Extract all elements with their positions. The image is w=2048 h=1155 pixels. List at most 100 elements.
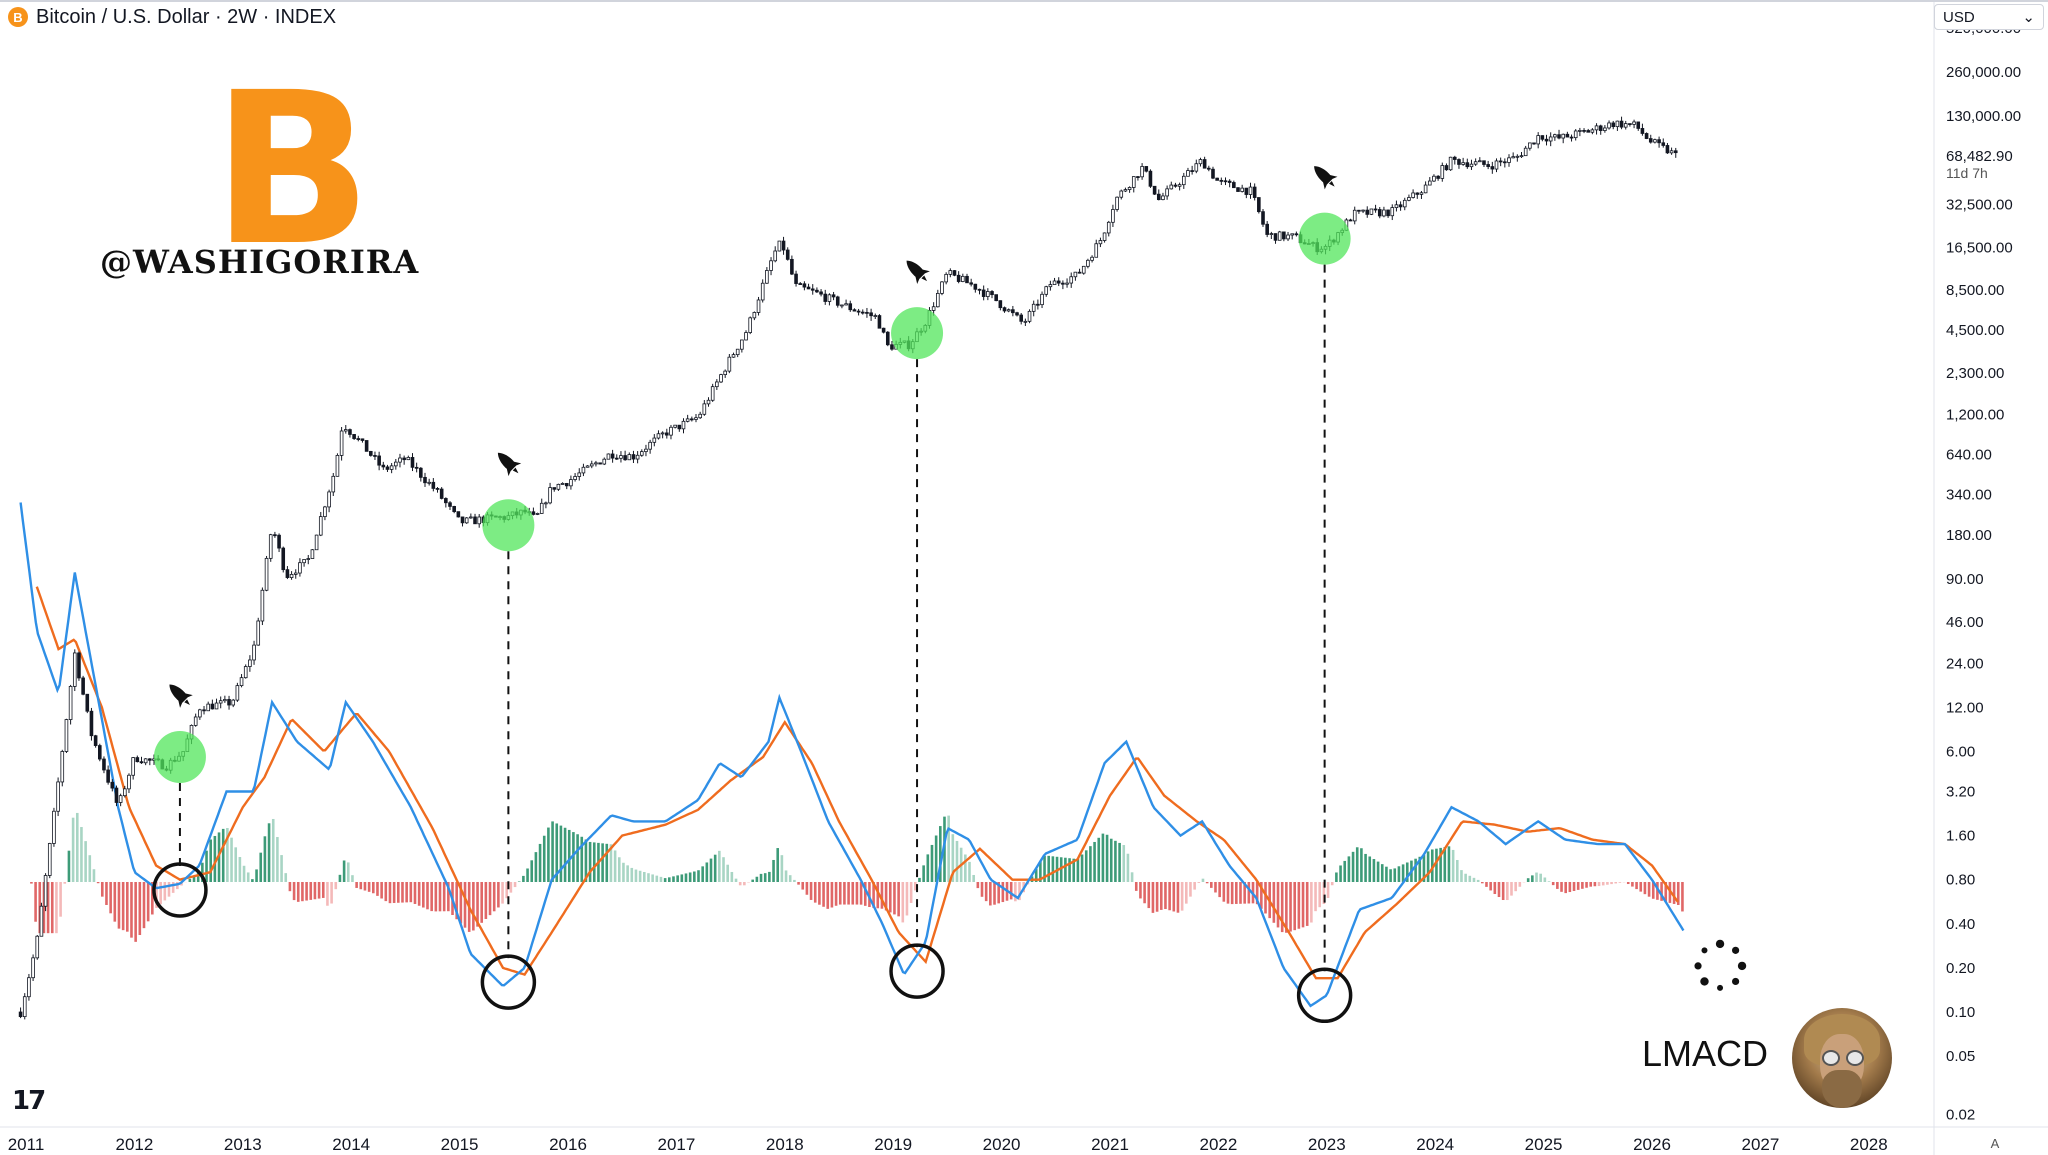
candle-body [1352, 209, 1357, 222]
histogram-bar [1593, 882, 1597, 887]
histogram-bar [651, 874, 654, 882]
candle-body [223, 699, 227, 702]
time-tick-label: 2020 [983, 1135, 1021, 1154]
histogram-bar [367, 882, 371, 892]
candle-body [1390, 207, 1395, 217]
time-tick-label: 2023 [1308, 1135, 1346, 1154]
candle-body [802, 283, 807, 288]
candle-body [631, 454, 636, 460]
candle-body [1169, 184, 1174, 190]
candle-body [264, 557, 269, 591]
price-tick-label: 640.00 [1946, 446, 1992, 463]
histogram-bar [1681, 882, 1684, 912]
histogram-bar [1376, 861, 1380, 882]
histogram-bar [63, 882, 67, 884]
histogram-bar [1618, 882, 1622, 883]
candle-body [289, 574, 294, 578]
candle-body [252, 644, 256, 661]
histogram-bar [1155, 882, 1159, 912]
candle-body [852, 309, 857, 312]
candle-body [1127, 187, 1132, 190]
histogram-bar [105, 882, 108, 905]
candle-body [1269, 233, 1274, 235]
candle-body [343, 429, 348, 432]
histogram-bar [1064, 857, 1067, 882]
candle-body [293, 572, 298, 575]
time-tick-label: 2025 [1525, 1135, 1563, 1154]
time-tick-label: 2011 [8, 1135, 45, 1154]
candle-body [1469, 163, 1474, 168]
histogram-bar [826, 882, 830, 909]
candle-body [335, 455, 340, 477]
candle-body [327, 491, 331, 508]
histogram-bar [555, 823, 559, 882]
tradingview-logo-icon[interactable]: 17 [12, 1086, 46, 1116]
histogram-bar [417, 882, 421, 906]
histogram-bar [1189, 882, 1192, 897]
histogram-bar [913, 882, 917, 891]
candle-body [831, 294, 836, 298]
candle-body [1448, 156, 1453, 171]
histogram-bar [1531, 875, 1534, 882]
candle-body [18, 1011, 23, 1018]
candle-body [1465, 162, 1470, 168]
histogram-bar [1380, 864, 1384, 882]
candle-body [1207, 167, 1211, 170]
histogram-bar [1172, 882, 1176, 912]
candle-body [1248, 186, 1253, 195]
histogram-bar [855, 882, 859, 905]
histogram-bar [1335, 872, 1338, 882]
currency-select[interactable]: USD ⌄ [1934, 4, 2044, 30]
histogram-bar [380, 882, 383, 899]
candle-body [364, 440, 369, 452]
last-price-label: 68,482.90 [1946, 148, 2013, 165]
candle-body [1044, 286, 1049, 295]
candle-body [268, 534, 273, 559]
histogram-bar [1639, 882, 1643, 892]
histogram-bar [338, 874, 342, 882]
candle-body [1152, 185, 1157, 195]
histogram-bar [1109, 838, 1113, 882]
histogram-bar [968, 861, 971, 882]
histogram-bar [472, 882, 475, 931]
histogram-bar [138, 882, 142, 936]
histogram-bar [1430, 849, 1434, 882]
histogram-bar [321, 882, 325, 898]
histogram-bar [964, 854, 967, 882]
candle-body [940, 281, 944, 294]
time-tick-label: 2015 [441, 1135, 479, 1154]
candle-body [1419, 192, 1424, 195]
candle-body [1561, 133, 1565, 139]
candle-body [1498, 160, 1503, 163]
histogram-bar [384, 882, 388, 902]
green-signal-dot [1298, 212, 1351, 265]
histogram-bar [155, 882, 158, 908]
candle-body [1632, 121, 1636, 125]
histogram-bar [259, 852, 263, 882]
histogram-bar [413, 882, 417, 904]
auto-scale-button[interactable]: A [1990, 1135, 2000, 1151]
histogram-bar [342, 860, 346, 882]
lmacd-lines [19, 502, 1685, 1008]
histogram-bar [1297, 882, 1301, 929]
histogram-bar [526, 868, 529, 882]
histogram-bar [688, 872, 692, 882]
candle-body [1056, 280, 1061, 284]
histogram-bar [1514, 882, 1517, 892]
price-tick-label: 0.10 [1946, 1004, 1975, 1021]
candle-body [1619, 120, 1624, 128]
histogram-bar [463, 882, 467, 928]
candle-body [685, 418, 690, 422]
candle-body [1144, 166, 1149, 172]
candle-body [423, 476, 427, 484]
chart-title[interactable]: Bitcoin / U.S. Dollar · 2W · INDEX [36, 5, 337, 28]
price-tick-label: 0.80 [1946, 872, 1975, 889]
histogram-bar [955, 840, 959, 882]
histogram-bar [1255, 882, 1259, 905]
histogram-bar [1226, 882, 1230, 904]
candle-body [698, 413, 702, 419]
histogram-bar [430, 882, 433, 912]
histogram-bar [1560, 882, 1563, 892]
